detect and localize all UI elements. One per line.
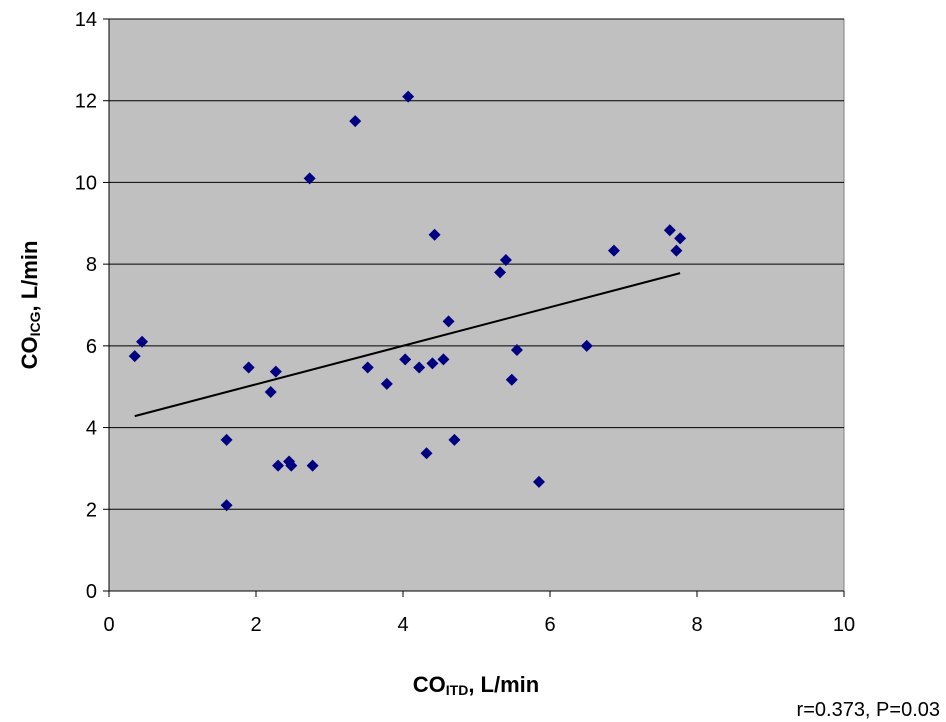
data-point xyxy=(128,350,141,363)
x-tick-label: 8 xyxy=(691,614,702,636)
axes xyxy=(103,18,845,597)
data-point xyxy=(505,373,518,386)
y-tick-label: 14 xyxy=(75,9,97,31)
data-point xyxy=(499,254,512,267)
data-point xyxy=(448,433,461,446)
data-point xyxy=(663,224,676,237)
y-tick-label: 6 xyxy=(86,336,97,358)
plot-area xyxy=(108,18,845,592)
data-point xyxy=(220,433,233,446)
data-point xyxy=(428,228,441,241)
y-tick-labels: 0 2 4 6 8 10 12 14 xyxy=(75,9,97,603)
data-point xyxy=(264,386,277,399)
x-tick-label: 4 xyxy=(397,614,408,636)
data-point xyxy=(670,244,683,257)
correlation-annotation: r=0.373, P=0.03 xyxy=(797,699,940,721)
x-tick-label: 10 xyxy=(833,614,855,636)
x-tick-label: 0 xyxy=(103,614,114,636)
data-point xyxy=(442,315,455,328)
trendline xyxy=(134,272,681,418)
data-point xyxy=(607,244,620,257)
y-tick-label: 8 xyxy=(86,254,97,276)
data-point xyxy=(380,377,393,390)
data-point xyxy=(510,343,523,356)
data-point xyxy=(402,90,415,103)
x-tick-label: 2 xyxy=(250,614,261,636)
data-point xyxy=(285,459,298,472)
y-tick-label: 10 xyxy=(75,172,97,194)
trendline-group xyxy=(134,272,681,418)
data-point xyxy=(136,335,149,348)
data-point xyxy=(399,353,412,366)
data-point xyxy=(413,361,426,374)
y-tick-label: 2 xyxy=(86,499,97,521)
data-point xyxy=(361,361,374,374)
data-point xyxy=(269,365,282,378)
y-tick-label: 4 xyxy=(86,418,97,440)
y-tick-label: 0 xyxy=(86,581,97,603)
gridlines xyxy=(109,18,844,510)
data-point xyxy=(437,353,450,366)
data-point xyxy=(220,499,233,512)
data-points xyxy=(128,90,687,512)
data-point xyxy=(580,339,593,352)
x-tick-label: 6 xyxy=(544,614,555,636)
data-point xyxy=(420,447,433,460)
data-point xyxy=(494,266,507,279)
data-point xyxy=(532,475,545,488)
data-point xyxy=(272,459,285,472)
x-axis-title: COITD, L/min xyxy=(413,672,539,698)
x-tick-labels: 0 2 4 6 8 10 xyxy=(103,614,855,636)
data-point xyxy=(242,361,255,374)
y-axis-title: COICG, L/min xyxy=(17,241,43,370)
data-point xyxy=(426,357,439,370)
data-point xyxy=(306,459,319,472)
data-point xyxy=(303,172,316,185)
data-point xyxy=(349,115,362,128)
y-tick-label: 12 xyxy=(75,91,97,113)
data-point xyxy=(674,232,687,245)
